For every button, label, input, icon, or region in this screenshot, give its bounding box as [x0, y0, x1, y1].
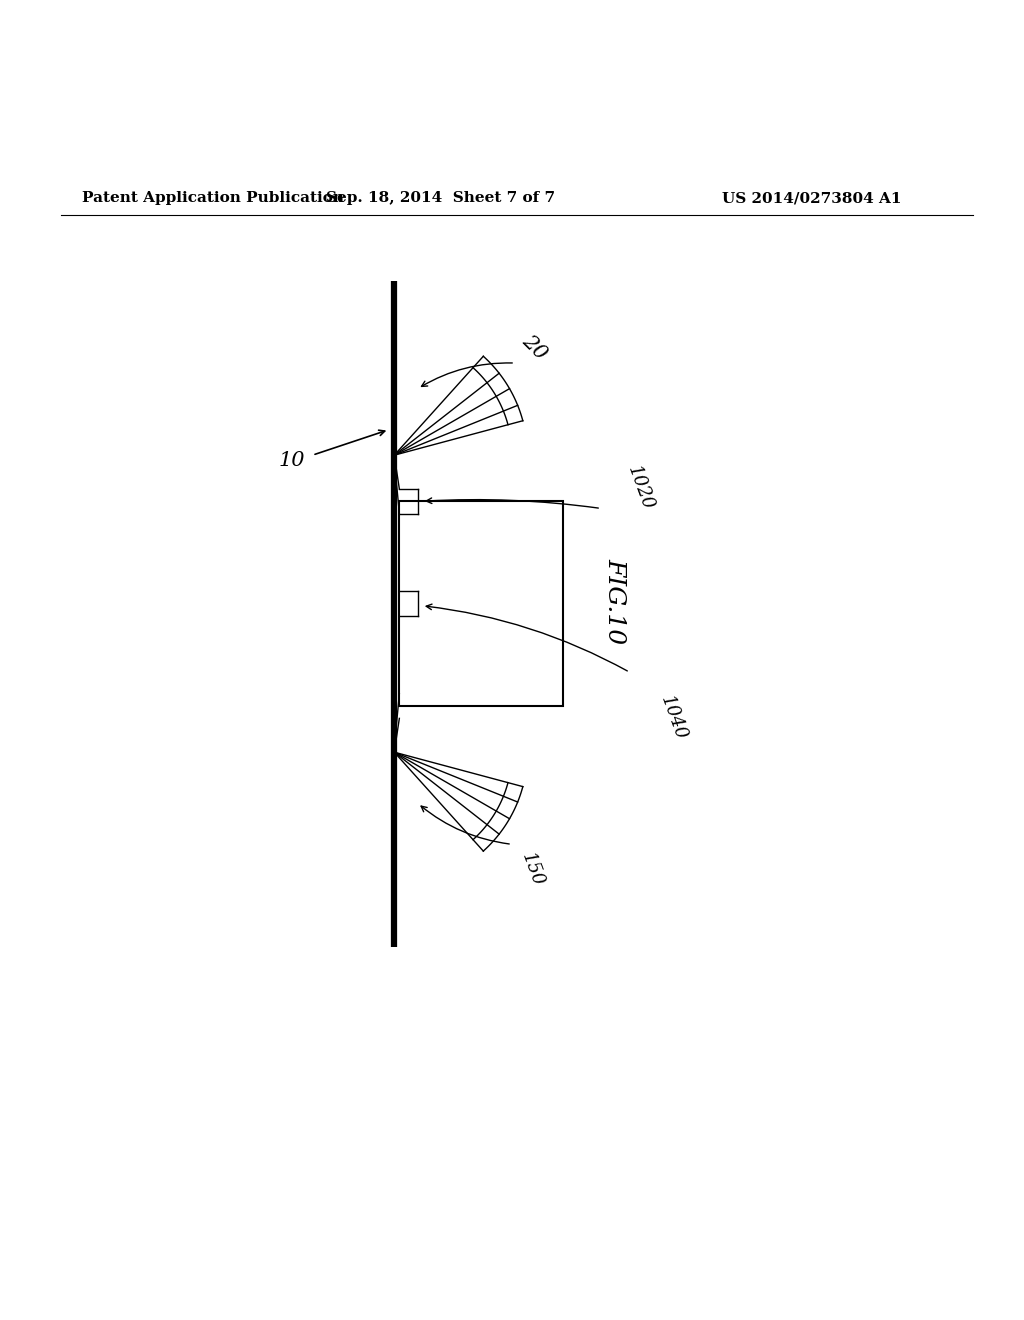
Text: 1040: 1040	[657, 694, 690, 743]
Text: Sep. 18, 2014  Sheet 7 of 7: Sep. 18, 2014 Sheet 7 of 7	[326, 191, 555, 205]
Text: Patent Application Publication: Patent Application Publication	[82, 191, 344, 205]
Text: 10: 10	[279, 451, 305, 470]
Text: 20: 20	[518, 331, 551, 364]
Text: 1020: 1020	[624, 463, 656, 512]
Text: US 2014/0273804 A1: US 2014/0273804 A1	[722, 191, 901, 205]
Text: FIG.10: FIG.10	[603, 557, 626, 644]
Text: 150: 150	[518, 850, 547, 890]
